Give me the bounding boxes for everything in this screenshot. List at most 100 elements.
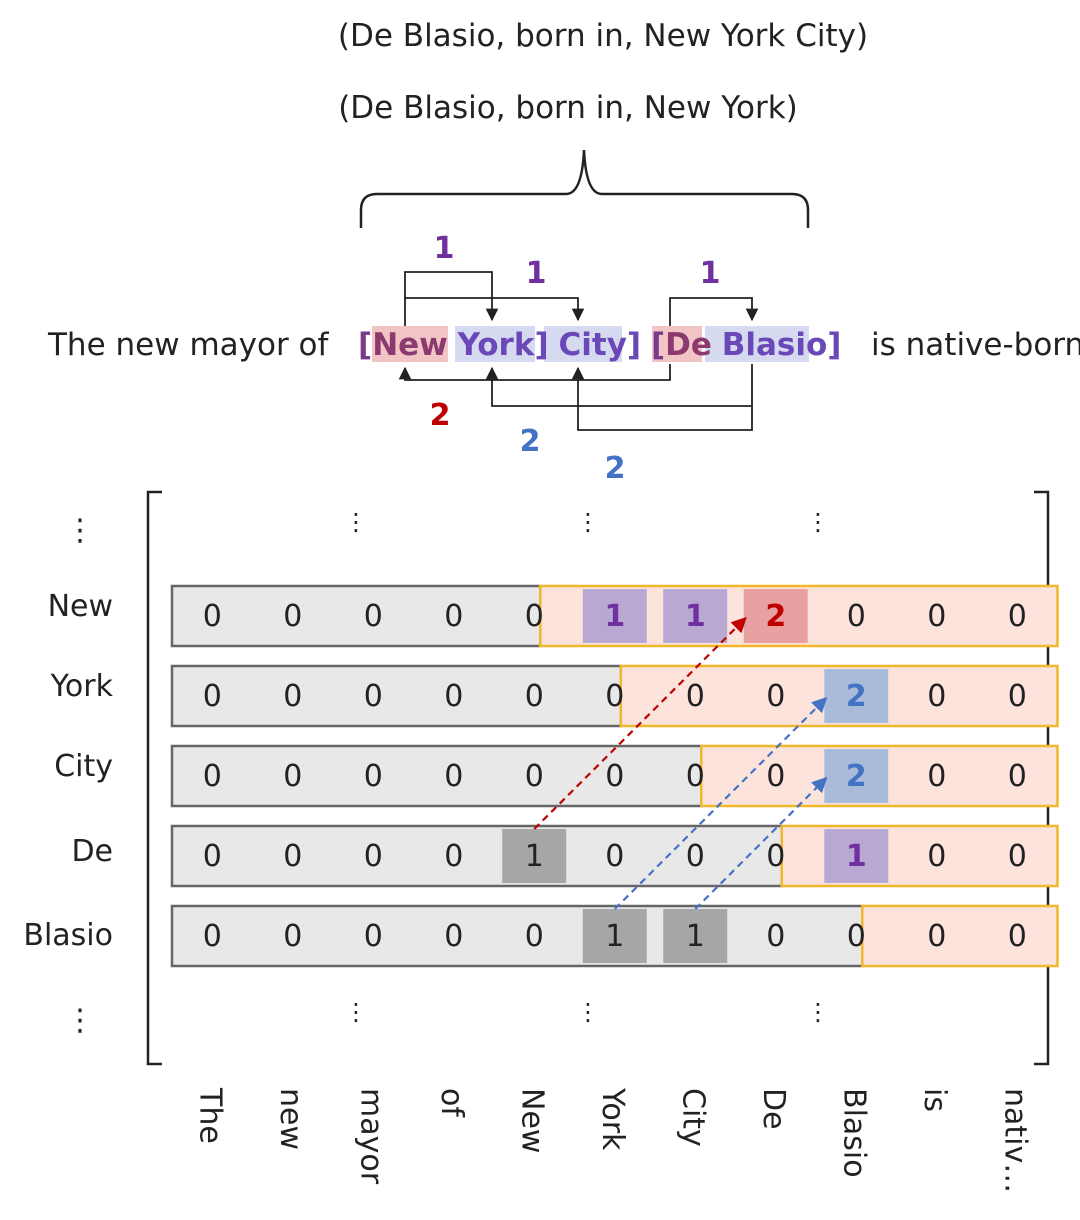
curly-brace (359, 149, 810, 228)
lower-arcs (398, 364, 753, 431)
column-label: De (756, 1088, 791, 1130)
arc-blasio-city (571, 366, 753, 431)
matrix-row: 0 0 0 0 1 0 0 0 1 0 0 (170, 824, 1059, 888)
matrix-cell-value: 0 (686, 679, 705, 714)
matrix-left-bracket (146, 490, 162, 1066)
matrix-cell-value: 0 (364, 599, 383, 634)
arc-label-bottom-1: 2 (430, 398, 451, 433)
row-highlight-region (861, 904, 1059, 968)
arc-de-blasio (669, 297, 759, 326)
highlight-york (455, 326, 535, 362)
row-gray-region (170, 904, 864, 968)
row-label: York (50, 669, 114, 704)
arc-new-city (404, 297, 585, 322)
matrix-row: 0 0 0 0 0 1 1 2 0 0 0 (170, 584, 1059, 648)
highlight-city (544, 326, 622, 362)
sentence-suffix: is native-born. (871, 327, 1080, 363)
highlight-cell (582, 909, 647, 963)
arc-label-top-2: 1 (526, 256, 547, 291)
column-label: New (514, 1088, 549, 1153)
highlight-cell (824, 829, 889, 883)
matrix-cell-value: 1 (846, 839, 867, 874)
column-label: of (434, 1088, 469, 1118)
sentence-token: Blasio] (722, 327, 842, 363)
matrix-cell-value: 0 (927, 919, 946, 954)
matrix-cell-value: 0 (444, 919, 463, 954)
matrix-cell-value: 0 (203, 759, 222, 794)
matrix-cell-value: 0 (525, 919, 544, 954)
highlight-cell (663, 589, 728, 643)
matrix-cell-value: 1 (686, 919, 705, 954)
matrix-cell-value: 0 (847, 599, 866, 634)
matrix-cell-value: 0 (927, 599, 946, 634)
upper-arcs (404, 271, 759, 326)
sentence-token: De (665, 327, 712, 363)
matrix-cell-value: 0 (525, 679, 544, 714)
matrix-cell-value: 0 (203, 679, 222, 714)
sentence-token (448, 327, 458, 363)
matrix-cell-value: 0 (605, 839, 624, 874)
arc-blasio-york (485, 364, 753, 407)
sentence-token (549, 327, 559, 363)
matrix-cell-value: 0 (283, 679, 302, 714)
matrix-cell-value: 0 (605, 679, 624, 714)
matrix-cell-value: 0 (766, 759, 785, 794)
column-ellipsis: ⋮ (344, 998, 368, 1026)
column-ellipsis: ⋮ (576, 508, 600, 536)
row-gray-region (170, 664, 622, 728)
matrix-cell-value: 0 (927, 679, 946, 714)
row-label: Blasio (23, 918, 113, 953)
matrix-cell-value: 0 (1008, 919, 1027, 954)
sentence-token (712, 327, 722, 363)
highlight-cell (743, 589, 808, 643)
dashed-link (533, 616, 747, 830)
matrix-cell-value: 0 (444, 679, 463, 714)
matrix-cell-value: 0 (927, 839, 946, 874)
matrix-cell-value: 0 (364, 679, 383, 714)
sentence-token (641, 327, 651, 363)
matrix-cell-value: 0 (605, 759, 624, 794)
highlight-blasio (705, 326, 809, 362)
matrix-cell-value: 0 (364, 759, 383, 794)
column-label: is (917, 1088, 952, 1112)
sentence-token: New (372, 327, 448, 363)
matrix-cell-value: 0 (444, 599, 463, 634)
highlight-cell (502, 829, 567, 883)
matrix-cell-value: 1 (685, 599, 706, 634)
arc-de-new (398, 364, 671, 381)
matrix-cell-value: 2 (846, 759, 867, 794)
column-label: City (675, 1088, 710, 1147)
row-gray-region (170, 584, 542, 648)
column-ellipsis: ⋮ (344, 508, 368, 536)
matrix-row: 0 0 0 0 0 0 0 0 2 0 0 (170, 664, 1059, 728)
matrix-cell-value: 1 (525, 839, 544, 874)
matrix-cell-value: 2 (846, 679, 867, 714)
matrix-cell-value: 0 (686, 759, 705, 794)
highlight-cell (663, 909, 728, 963)
highlight-cell (824, 749, 889, 803)
matrix-cell-value: 0 (927, 759, 946, 794)
matrix-cell-value: 0 (203, 919, 222, 954)
matrix-cell-value: 2 (765, 599, 786, 634)
dashed-link (694, 776, 828, 910)
matrix-cell-value: 1 (604, 599, 625, 634)
row-gray-region (170, 744, 703, 808)
arc-label-top-3: 1 (700, 256, 721, 291)
column-label: mayor (353, 1088, 388, 1185)
matrix-cell-value: 0 (1008, 599, 1027, 634)
matrix-cell-value: 0 (1008, 839, 1027, 874)
row-label: City (54, 749, 113, 784)
matrix-cell-value: 0 (847, 919, 866, 954)
sentence-token: City] (559, 327, 642, 363)
sentence-token: York] (457, 327, 549, 363)
column-label: nativ… (997, 1088, 1032, 1193)
matrix-cell-value: 0 (1008, 759, 1027, 794)
column-label: The (192, 1087, 227, 1144)
dashed-link (613, 696, 828, 910)
triple-1: (De Blasio, born in, New York City) (338, 18, 868, 54)
column-ellipsis: ⋮ (576, 998, 600, 1026)
matrix-cell-value: 1 (605, 919, 624, 954)
row-label: De (71, 834, 113, 869)
